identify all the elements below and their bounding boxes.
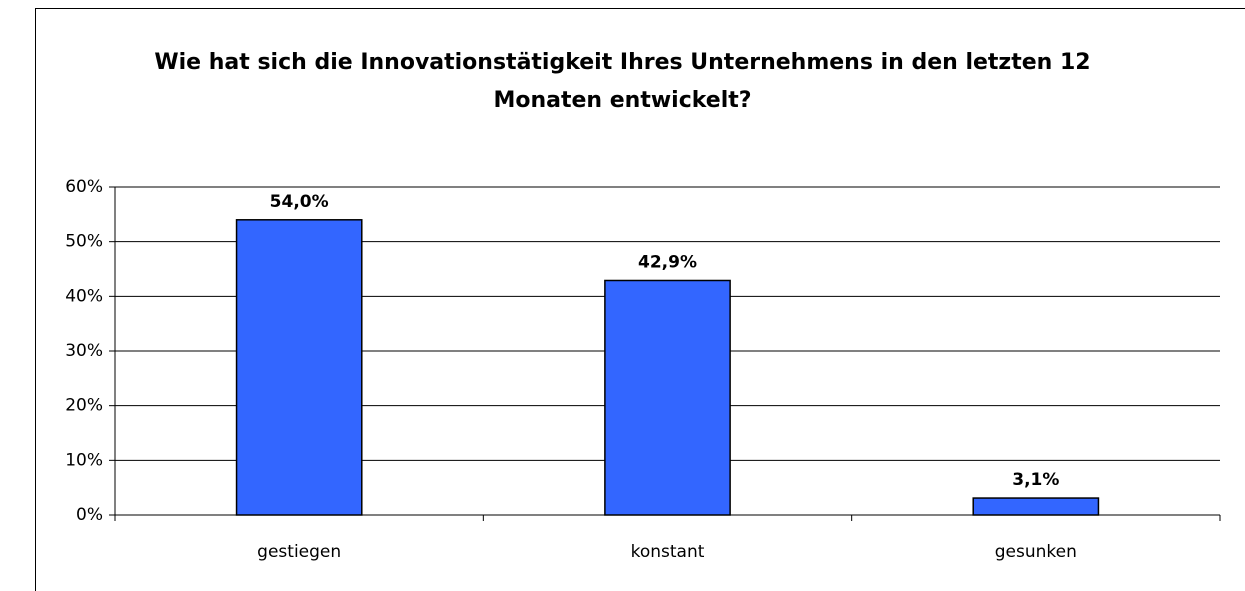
y-tick-label: 50% [65, 232, 103, 252]
chart-frame [35, 8, 1245, 591]
x-tick-label: gesunken [995, 542, 1077, 562]
y-tick-label: 20% [65, 396, 103, 416]
bar [604, 279, 731, 516]
bar [235, 219, 363, 516]
y-tick-label: 40% [65, 286, 103, 306]
x-tick-label: gestiegen [257, 542, 341, 562]
x-tick-label: konstant [631, 542, 705, 562]
y-tick-label: 10% [65, 450, 103, 470]
value-label: 54,0% [270, 192, 329, 212]
y-tick-label: 0% [76, 505, 103, 525]
y-tick-label: 60% [65, 177, 103, 197]
chart-title: Wie hat sich die Innovationstätigkeit Ih… [154, 50, 1091, 113]
y-tick-label: 30% [65, 341, 103, 361]
value-label: 3,1% [1012, 470, 1059, 490]
bar [972, 497, 1100, 516]
value-label: 42,9% [638, 252, 697, 272]
